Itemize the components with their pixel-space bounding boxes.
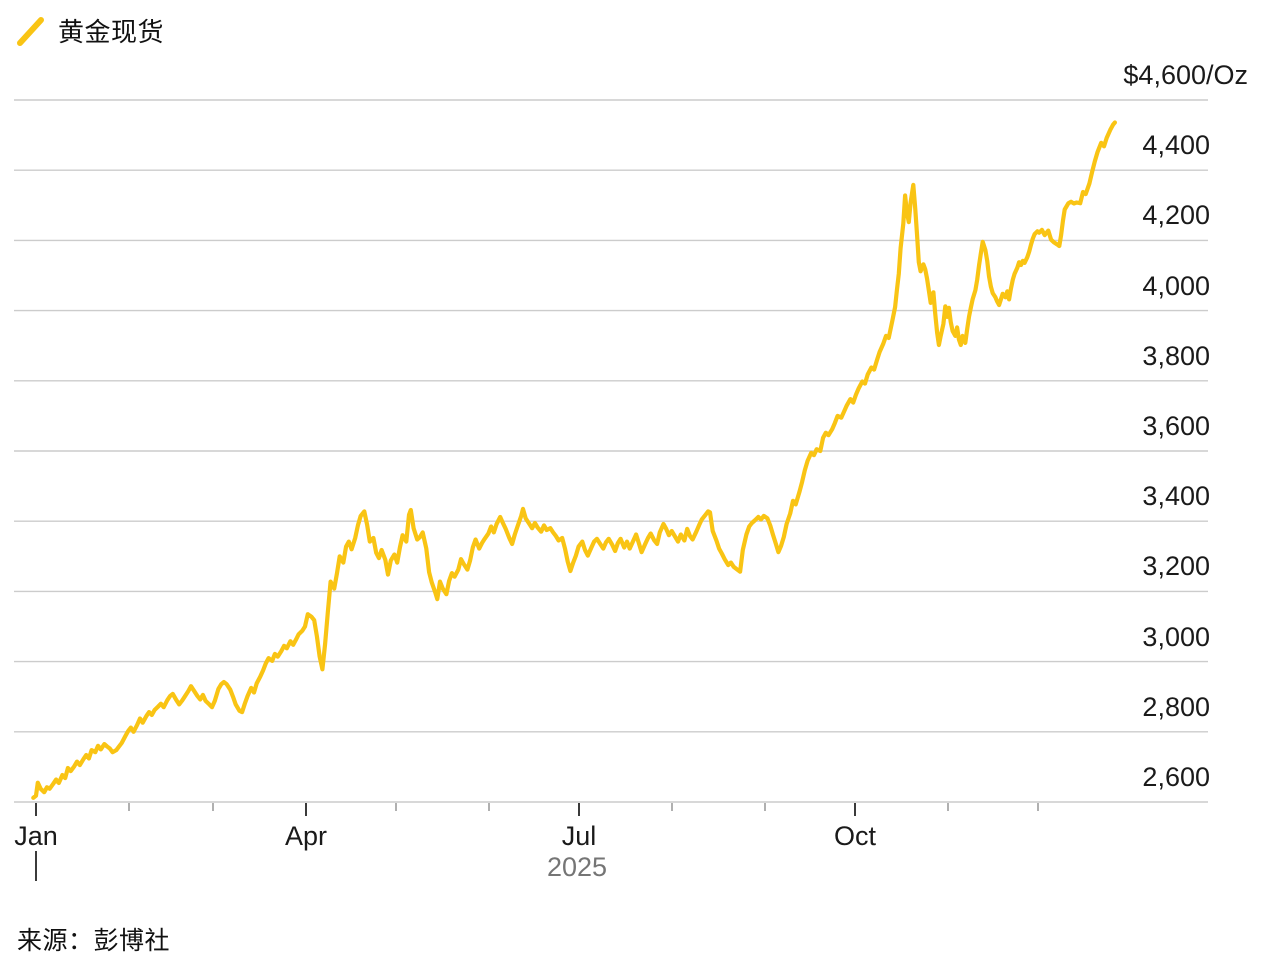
y-axis-label: 3,200: [1142, 551, 1210, 582]
legend-label: 黄金现货: [58, 17, 165, 47]
y-axis-label: $4,600/Oz: [1123, 60, 1248, 90]
x-axis-label: Oct: [833, 821, 877, 851]
y-axis-label: 3,600: [1142, 411, 1210, 441]
legend: 黄金现货: [16, 12, 164, 49]
gold-spot-price-line: [31, 120, 1118, 800]
year-label: 2025: [546, 852, 608, 882]
y-axis-label: 2,600: [1142, 762, 1210, 792]
y-axis-label: 4,200: [1142, 200, 1210, 231]
y-axis-label: 3,800: [1142, 340, 1210, 371]
y-axis-label: 2,800: [1142, 691, 1210, 722]
x-axis-label: Apr: [284, 821, 328, 851]
x-axis-label: Jan: [14, 821, 58, 851]
y-axis-label: 3,000: [1142, 621, 1210, 652]
series-line-marker-icon: [17, 16, 44, 46]
x-axis-label: Jul: [561, 821, 597, 851]
y-axis-label: 3,400: [1142, 481, 1210, 512]
y-axis-label: 4,400: [1142, 130, 1210, 161]
source-note: 来源：彭博社: [17, 927, 171, 955]
y-axis-label: 4,000: [1142, 270, 1210, 301]
